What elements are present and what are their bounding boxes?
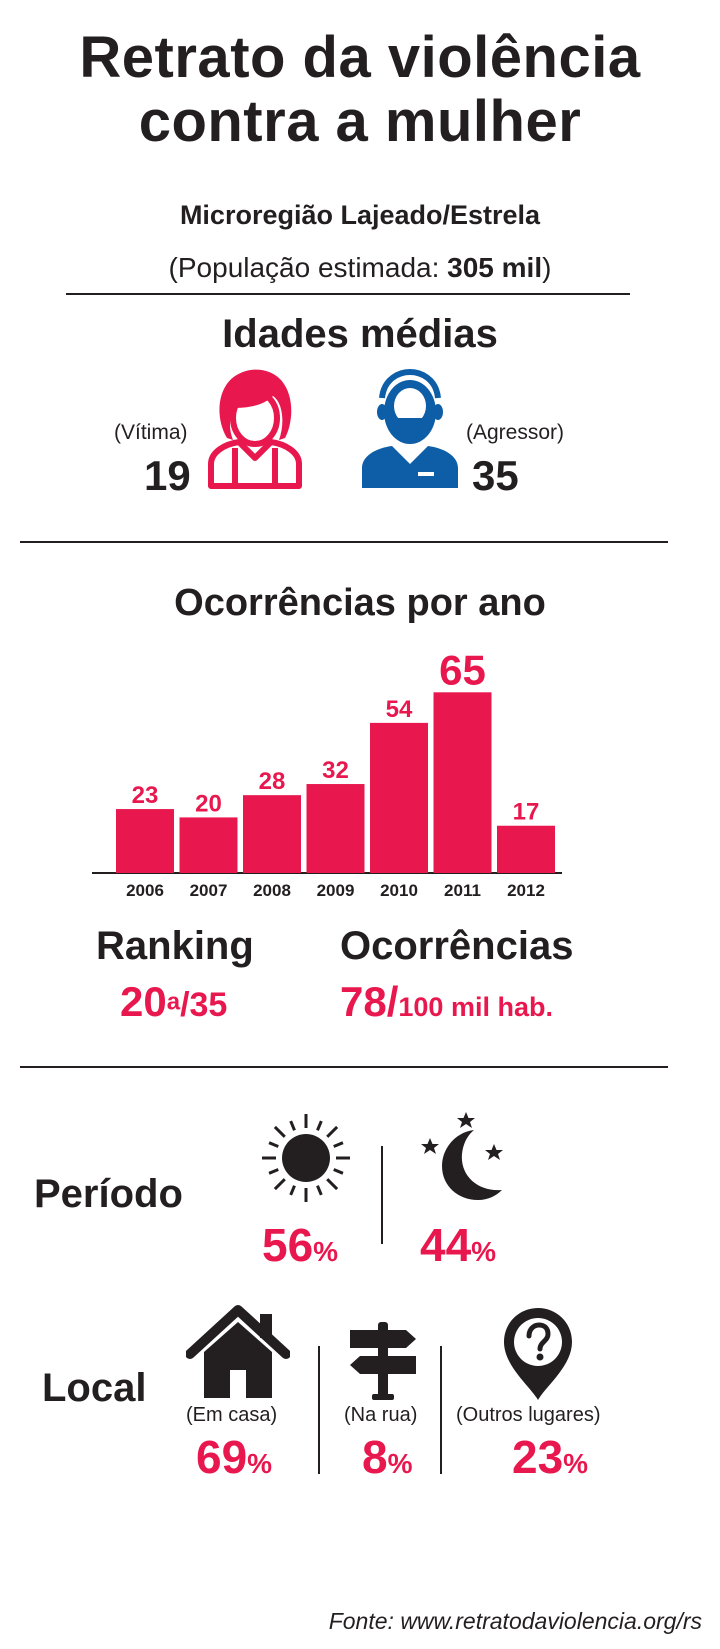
local-other: 23% bbox=[512, 1430, 588, 1484]
x-tick-label-2010: 2010 bbox=[380, 881, 418, 900]
ranking-total: /35 bbox=[180, 986, 228, 1024]
aggressor-label: (Agressor) bbox=[466, 421, 565, 444]
other-percent: 23 bbox=[512, 1431, 564, 1483]
bar-value-label-2011: 65 bbox=[439, 646, 486, 693]
bar-2006 bbox=[116, 809, 174, 873]
victim-label: (Vítima) bbox=[114, 421, 188, 444]
x-tick-label-2009: 2009 bbox=[317, 881, 355, 900]
local-separator-2 bbox=[440, 1346, 442, 1474]
bar-value-label-2008: 28 bbox=[259, 768, 286, 795]
home-percent: 69 bbox=[196, 1431, 248, 1483]
bar-2009 bbox=[306, 784, 365, 873]
local-separator-1 bbox=[318, 1346, 320, 1474]
other-percent-sign: % bbox=[563, 1448, 589, 1479]
title-line-2: contra a mulher bbox=[138, 89, 582, 154]
home-percent-sign: % bbox=[247, 1448, 273, 1479]
x-tick-label-2006: 2006 bbox=[126, 881, 164, 900]
moon-stars-icon bbox=[421, 1112, 503, 1200]
bar-2010 bbox=[370, 722, 428, 873]
x-tick-label-2012: 2012 bbox=[507, 881, 545, 900]
bar-2008 bbox=[243, 795, 301, 873]
home-label: (Em casa) bbox=[186, 1404, 278, 1426]
bar-2011 bbox=[433, 692, 492, 873]
day-percent: 56 bbox=[262, 1219, 314, 1271]
bar-value-label-2010: 54 bbox=[386, 696, 413, 723]
divider-2 bbox=[20, 541, 668, 543]
bar-value-label-2006: 23 bbox=[132, 782, 159, 809]
population-value: 305 mil bbox=[447, 252, 543, 283]
local-street: 8% bbox=[362, 1430, 413, 1484]
period-separator bbox=[381, 1146, 383, 1244]
divider-3 bbox=[20, 1066, 668, 1068]
region-name: Microregião Lajeado/Estrela bbox=[179, 200, 541, 230]
local-home: 69% bbox=[196, 1430, 272, 1484]
occurrences-value: 78/ bbox=[340, 978, 399, 1025]
bar-value-label-2012: 17 bbox=[513, 799, 540, 826]
man-icon bbox=[362, 368, 458, 488]
population-suffix: ) bbox=[542, 252, 552, 283]
chart-title: Ocorrências por ano bbox=[174, 582, 546, 624]
victim-age: 19 bbox=[144, 452, 191, 499]
woman-icon bbox=[208, 369, 302, 489]
bar-value-label-2009: 32 bbox=[322, 757, 349, 784]
period-day: 56% bbox=[262, 1218, 338, 1272]
ranking-label: Ranking bbox=[96, 924, 254, 968]
title-line-1: Retrato da violência bbox=[79, 25, 641, 90]
x-tick-label-2008: 2008 bbox=[253, 881, 291, 900]
street-percent: 8 bbox=[362, 1431, 388, 1483]
occurrences-unit: 100 mil hab. bbox=[398, 992, 553, 1022]
ranking-value: 20a/35 bbox=[120, 978, 227, 1026]
local-label: Local bbox=[42, 1366, 147, 1410]
occurrences-label: Ocorrências bbox=[340, 924, 574, 968]
street-label: (Na rua) bbox=[344, 1404, 418, 1426]
night-percent-sign: % bbox=[471, 1236, 497, 1267]
ranking-number: 20 bbox=[120, 978, 167, 1025]
period-night: 44% bbox=[420, 1218, 496, 1272]
bar-value-label-2007: 20 bbox=[195, 790, 222, 817]
ages-title: Idades médias bbox=[222, 312, 498, 356]
signpost-icon bbox=[350, 1322, 416, 1400]
other-label: (Outros lugares) bbox=[456, 1404, 601, 1426]
ranking-ordinal: a bbox=[166, 988, 181, 1016]
period-label: Período bbox=[34, 1172, 183, 1216]
x-tick-label-2011: 2011 bbox=[444, 881, 481, 900]
location-question-icon bbox=[504, 1308, 572, 1400]
divider-1 bbox=[66, 293, 630, 295]
sun-icon bbox=[262, 1114, 350, 1202]
street-percent-sign: % bbox=[387, 1448, 413, 1479]
day-percent-sign: % bbox=[313, 1236, 339, 1267]
population-line: (População estimada: 305 mil) bbox=[0, 252, 720, 284]
x-tick-label-2007: 2007 bbox=[190, 881, 228, 900]
bar-chart: 23 2006 20 2007 28 2008 32 2009 54 2010 65 2011 17 20… bbox=[92, 646, 562, 900]
population-prefix: (População estimada: bbox=[168, 252, 448, 283]
source-credit: Fonte: www.retratodaviolencia.org/rs bbox=[328, 1608, 702, 1634]
bar-2012 bbox=[497, 825, 555, 873]
house-icon bbox=[186, 1305, 290, 1398]
night-percent: 44 bbox=[420, 1219, 472, 1271]
page-title: Retrato da violência contra a mulher bbox=[0, 26, 720, 154]
occurrences-rate: 78/100 mil hab. bbox=[340, 978, 553, 1026]
bar-2007 bbox=[179, 817, 238, 873]
aggressor-age: 35 bbox=[472, 452, 519, 499]
